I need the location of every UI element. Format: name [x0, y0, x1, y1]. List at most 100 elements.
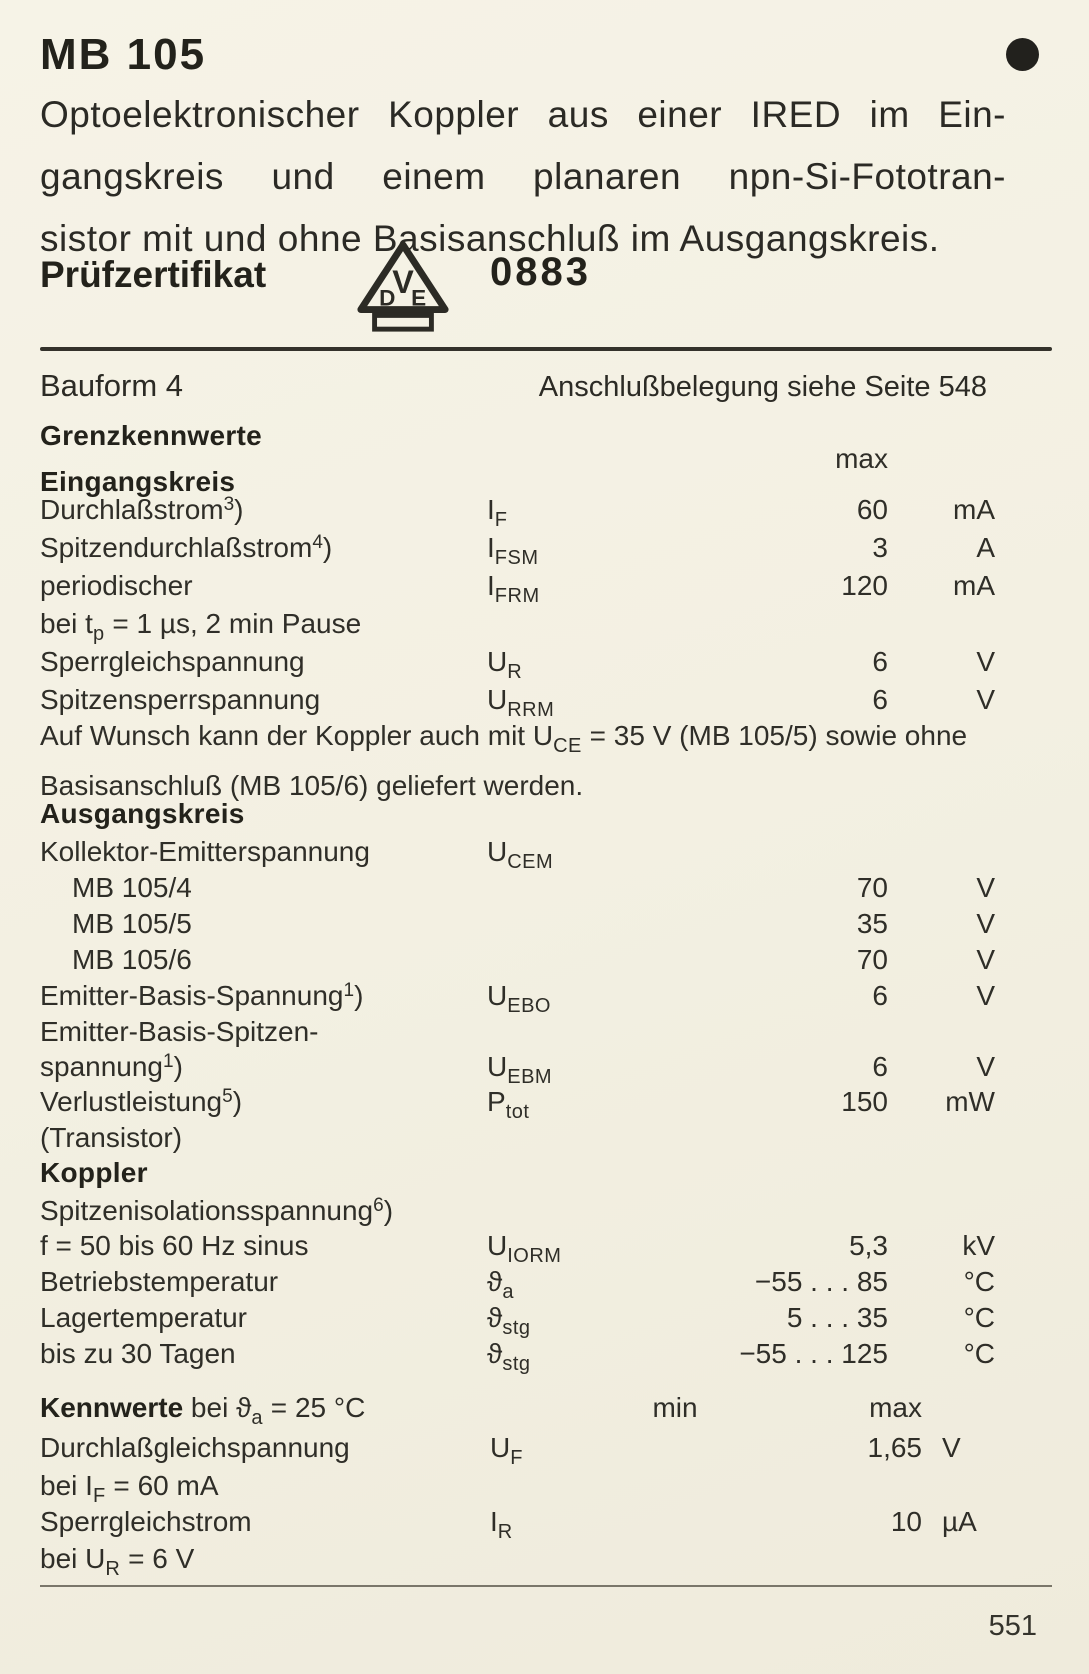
section-eingangskreis: Eingangskreis	[40, 466, 236, 497]
symbol: IR	[490, 1506, 513, 1543]
max-value: 60	[856, 494, 888, 525]
table-row: MB 105/6 70 V	[0, 942, 1089, 978]
max-value: 6	[872, 684, 888, 715]
max-value: 5 . . . 35	[786, 1302, 888, 1333]
section-kennwerte: Kennwerte bei ϑa = 25 °C	[40, 1392, 366, 1429]
max-value: 70	[856, 872, 888, 903]
unit: kV	[962, 1230, 995, 1261]
table-row-condition: bei UR = 6 V	[0, 1541, 1089, 1580]
unit: µA	[942, 1506, 977, 1537]
unit: mW	[945, 1086, 995, 1117]
table-row: Sperrgleichstrom IR 10 µA	[0, 1504, 1089, 1543]
table-row: Emitter-Basis-Spannung1) UEBO 6 V	[0, 978, 1089, 1017]
optional-note-line: Auf Wunsch kann der Koppler auch mit UCE…	[40, 720, 968, 757]
optional-note: Auf Wunsch kann der Koppler auch mit UCE…	[40, 716, 988, 805]
section-ausgangskreis: Ausgangskreis	[40, 798, 245, 829]
max-value: 70	[856, 944, 888, 975]
unit: °C	[963, 1338, 995, 1369]
row-label: MB 105/5	[72, 908, 192, 939]
optional-note-line: Basisanschluß (MB 105/6) geliefert werde…	[40, 770, 584, 801]
table-row: (Transistor)	[0, 1120, 1089, 1156]
symbol: UR	[487, 646, 523, 683]
row-label: bis zu 30 Tagen	[40, 1338, 236, 1369]
table-row: bis zu 30 Tagen ϑstg −55 . . . 125 °C	[0, 1336, 1089, 1375]
row-label: Lagertemperatur	[40, 1302, 248, 1333]
row-label: Sperrgleichstrom	[40, 1506, 252, 1537]
certificate-label: Prüfzertifikat	[40, 254, 267, 295]
symbol: URRM	[487, 684, 555, 721]
vde-letter-v: V	[392, 264, 414, 300]
unit: mA	[953, 494, 995, 525]
pinout-reference: Anschlußbelegung siehe Seite 548	[538, 371, 987, 403]
max-value: 120	[841, 570, 888, 601]
unit: V	[976, 908, 995, 939]
row-label: Emitter-Basis-Spitzen-	[40, 1016, 319, 1047]
max-value: 150	[841, 1086, 888, 1117]
section-koppler: Koppler	[40, 1157, 148, 1188]
description-line: gangskreis und einem planaren npn-Si-Fot…	[40, 156, 1006, 197]
table-row: Verlustleistung5) Ptot 150 mW	[0, 1084, 1089, 1123]
bullet-dot-icon	[1006, 38, 1039, 71]
unit: V	[976, 872, 995, 903]
unit: °C	[963, 1302, 995, 1333]
footnote-mark: 1	[163, 1051, 174, 1072]
unit: V	[976, 944, 995, 975]
footnote-mark: 6	[373, 1195, 384, 1216]
row-label: spannung1)	[40, 1051, 183, 1082]
vde-letter-e: E	[411, 286, 426, 311]
table-row: Durchlaßgleichspannung UF 1,65 V	[0, 1430, 1089, 1469]
row-label: Emitter-Basis-Spannung1)	[40, 980, 364, 1011]
footnote-mark: 5	[222, 1086, 233, 1107]
row-label: periodischer	[40, 570, 193, 601]
unit: V	[976, 646, 995, 677]
unit: V	[942, 1432, 961, 1463]
symbol: ϑstg	[487, 1302, 531, 1339]
table-row: MB 105/5 35 V	[0, 906, 1089, 942]
row-label: Spitzenisolationsspannung6)	[40, 1195, 394, 1226]
symbol: Ptot	[487, 1086, 530, 1123]
max-value: 3	[872, 532, 888, 563]
max-value: 35	[856, 908, 888, 939]
footnote-mark: 1	[343, 980, 355, 1001]
footnote-mark: 4	[312, 532, 323, 553]
table-row-condition: bei tp = 1 µs, 2 min Pause	[0, 606, 1089, 645]
max-value: 10	[890, 1506, 922, 1537]
column-header-max: max	[835, 443, 888, 474]
row-label: MB 105/6	[72, 944, 192, 975]
unit: °C	[963, 1266, 995, 1297]
table-row-condition: bei IF = 60 mA	[0, 1468, 1089, 1507]
unit: V	[976, 1051, 995, 1082]
row-label: Spitzensperrspannung	[40, 684, 321, 715]
table-row: Kollektor-Emitterspannung UCEM	[0, 834, 1089, 873]
max-value: 6	[872, 1051, 888, 1082]
table-row: Betriebstemperatur ϑa −55 . . . 85 °C	[0, 1264, 1089, 1303]
table-row: MB 105/4 70 V	[0, 870, 1089, 906]
vde-letter-d: D	[379, 286, 395, 311]
symbol: ϑa	[487, 1266, 514, 1303]
column-header-max: max	[869, 1392, 922, 1423]
horizontal-rule	[40, 1585, 1052, 1587]
symbol: UIORM	[487, 1230, 562, 1267]
table-row: f = 50 bis 60 Hz sinus UIORM 5,3 kV	[0, 1228, 1089, 1267]
unit: A	[976, 532, 995, 563]
symbol: UF	[490, 1432, 523, 1469]
unit: V	[976, 980, 995, 1011]
characteristics-header: Kennwerte bei ϑa = 25 °C min max	[0, 1390, 1089, 1429]
row-label: Sperrgleichspannung	[40, 646, 305, 677]
row-label: Verlustleistung5)	[40, 1086, 243, 1117]
symbol: IFRM	[487, 570, 540, 607]
row-label: Kollektor-Emitterspannung	[40, 836, 370, 867]
symbol: UCEM	[487, 836, 554, 873]
symbol: UEBO	[487, 980, 551, 1017]
vde-triangle-logo-icon: V D E	[357, 241, 449, 332]
table-row: Spitzensperrspannung URRM 6 V	[0, 682, 1089, 721]
page-title: MB 105	[40, 30, 207, 79]
symbol: UEBM	[487, 1051, 553, 1088]
unit: mA	[953, 570, 995, 601]
certificate-number: 0883	[490, 250, 591, 294]
max-value: −55 . . . 85	[754, 1266, 888, 1297]
unit: V	[976, 684, 995, 715]
page-number: 551	[988, 1610, 1037, 1642]
description-line: sistor mit und ohne Basisanschluß im Aus…	[40, 218, 940, 259]
symbol: ϑstg	[487, 1338, 531, 1375]
